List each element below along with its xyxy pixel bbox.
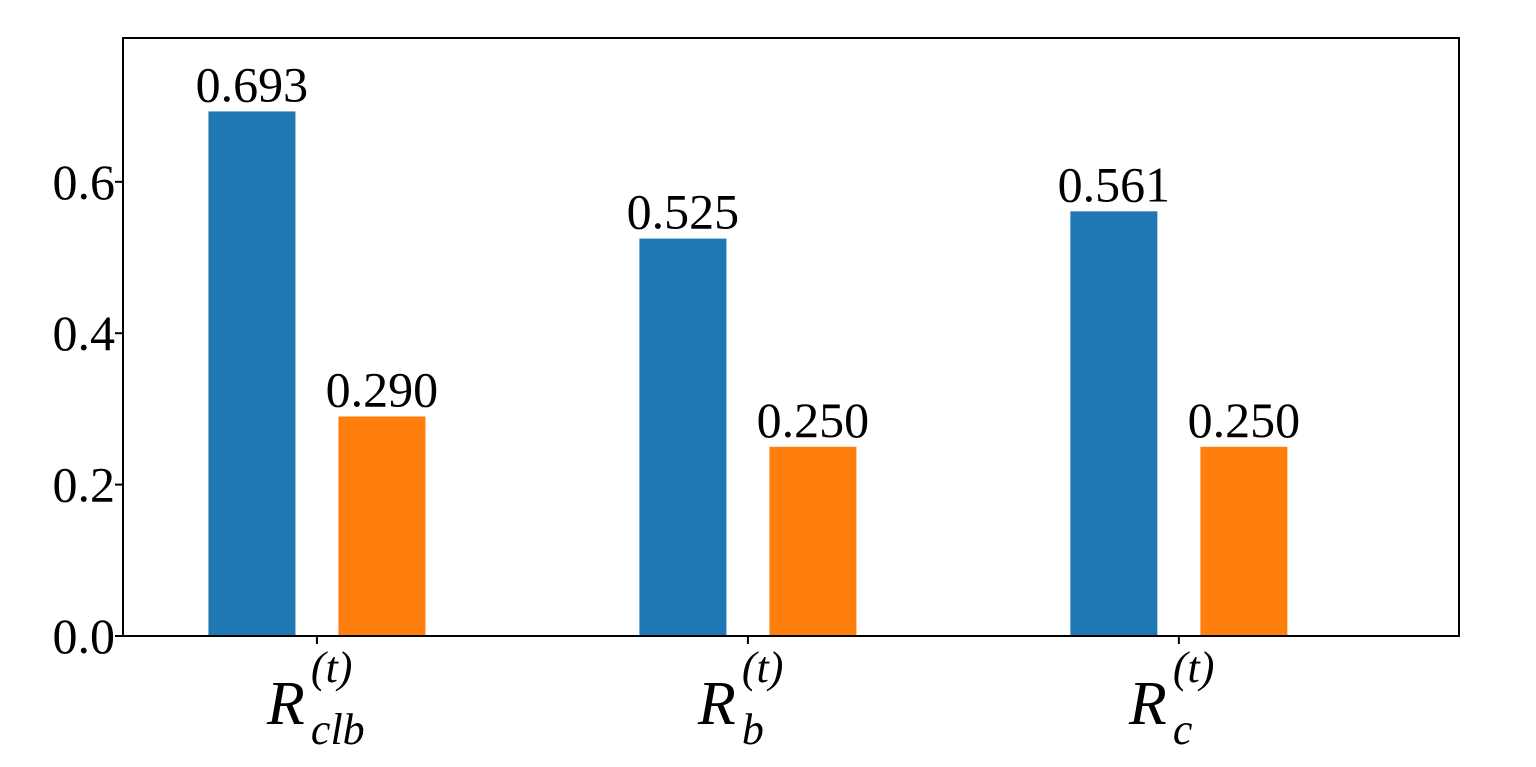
bar-blue-2 [1070, 211, 1158, 636]
bar-value-label: 0.525 [627, 184, 740, 240]
x-tick-label-superscript: (t) [742, 643, 784, 692]
bar-value-label: 0.290 [326, 361, 439, 417]
bar-value-label: 0.561 [1058, 156, 1171, 212]
y-tick-label: 0.6 [53, 154, 116, 210]
x-axis: R(t)clb R(t)b R(t)c [266, 636, 1214, 754]
y-tick-label: 0.0 [53, 608, 116, 664]
bar-blue-1 [639, 238, 727, 636]
y-tick-label: 0.2 [53, 457, 116, 513]
x-tick-label-superscript: (t) [1173, 643, 1215, 692]
bar-orange-0 [338, 416, 426, 636]
bar-orange-1 [769, 446, 857, 636]
bar-labels-group: 0.693 0.290 0.525 0.250 0.561 0.250 [196, 56, 1300, 447]
bars-group [208, 111, 1288, 637]
x-tick-label-main: R [1128, 670, 1167, 738]
x-tick-label-subscript: c [1173, 705, 1193, 754]
y-tick-label: 0.4 [53, 305, 116, 361]
bar-blue-0 [208, 111, 296, 637]
plot-frame [122, 37, 1460, 637]
bar-value-label: 0.250 [1188, 392, 1301, 448]
x-tick-label-subscript: b [742, 705, 764, 754]
y-axis: 0.0 0.2 0.4 0.6 [53, 154, 123, 664]
x-tick-label-main: R [266, 670, 305, 738]
bar-orange-2 [1200, 446, 1288, 636]
x-tick-label-main: R [697, 670, 736, 738]
bar-value-label: 0.250 [757, 392, 870, 448]
x-tick-label-superscript: (t) [311, 643, 353, 692]
x-tick-label-subscript: clb [311, 705, 365, 754]
bar-value-label: 0.693 [196, 56, 309, 112]
